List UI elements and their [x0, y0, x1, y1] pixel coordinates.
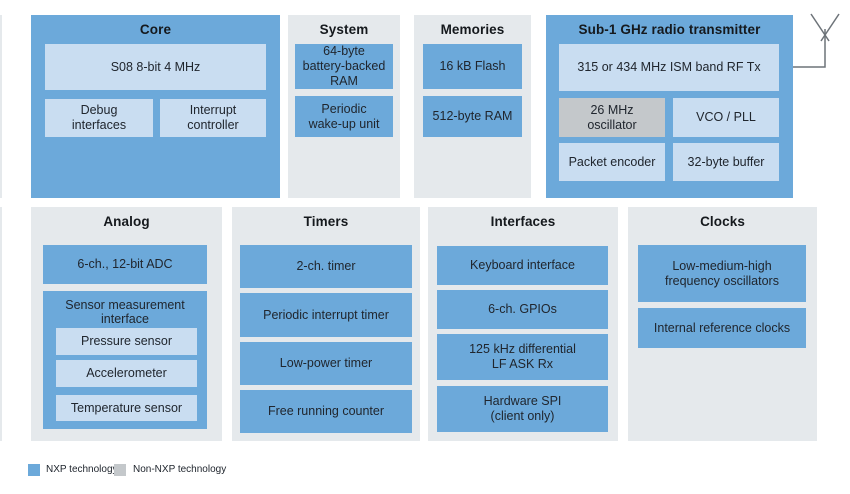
core-interrupt-controller-block: Interrupt controller	[160, 99, 266, 137]
clocks-internal-reference-block: Internal reference clocks	[638, 308, 806, 348]
clipped-block-edge-bottom	[0, 207, 2, 441]
radio-26mhz-oscillator-block: 26 MHz oscillator	[559, 98, 665, 137]
radio-transmitter-container: Sub-1 GHz radio transmitter 315 or 434 M…	[546, 15, 793, 198]
analog-container: Analog 6-ch., 12-bit ADC Sensor measurem…	[31, 207, 222, 441]
timers-2ch-timer-block: 2-ch. timer	[240, 245, 412, 288]
interfaces-gpio-block: 6-ch. GPIOs	[437, 290, 608, 329]
memories-flash-block: 16 kB Flash	[423, 44, 522, 89]
analog-accelerometer-block: Accelerometer	[56, 360, 197, 387]
memories-title: Memories	[440, 22, 505, 37]
system-wakeup-unit-block: Periodic wake-up unit	[295, 96, 393, 137]
clocks-frequency-oscillators-block: Low-medium-high frequency oscillators	[638, 245, 806, 302]
core-title: Core	[139, 22, 172, 37]
timers-low-power-block: Low-power timer	[240, 342, 412, 385]
analog-title: Analog	[103, 214, 150, 229]
radio-rf-tx-block: 315 or 434 MHz ISM band RF Tx	[559, 44, 779, 91]
clocks-title: Clocks	[700, 214, 745, 229]
timers-periodic-interrupt-block: Periodic interrupt timer	[240, 293, 412, 337]
core-debug-interfaces-block: Debug interfaces	[45, 99, 153, 137]
legend-non-nxp-swatch	[114, 464, 126, 476]
memories-ram-block: 512-byte RAM	[423, 96, 522, 137]
memories-container: Memories 16 kB Flash 512-byte RAM	[414, 15, 531, 198]
interfaces-keyboard-block: Keyboard interface	[437, 246, 608, 285]
interfaces-lf-ask-rx-block: 125 kHz differential LF ASK Rx	[437, 334, 608, 380]
system-battery-ram-block: 64-byte battery-backed RAM	[295, 44, 393, 89]
clocks-container: Clocks Low-medium-high frequency oscilla…	[628, 207, 817, 441]
radio-title: Sub-1 GHz radio transmitter	[578, 22, 761, 37]
core-container: Core S08 8-bit 4 MHz Debug interfaces In…	[31, 15, 280, 198]
analog-temperature-sensor-block: Temperature sensor	[56, 395, 197, 421]
analog-sensor-interface-block: Sensor measurement interface Pressure se…	[43, 291, 207, 429]
legend-non-nxp-label: Non-NXP technology	[133, 464, 227, 475]
legend-nxp-swatch	[28, 464, 40, 476]
timers-free-running-counter-block: Free running counter	[240, 390, 412, 433]
interfaces-title: Interfaces	[490, 214, 556, 229]
timers-title: Timers	[303, 214, 349, 229]
system-title: System	[319, 22, 369, 37]
timers-container: Timers 2-ch. timer Periodic interrupt ti…	[232, 207, 420, 441]
system-container: System 64-byte battery-backed RAM Period…	[288, 15, 400, 198]
analog-adc-block: 6-ch., 12-bit ADC	[43, 245, 207, 284]
interfaces-spi-block: Hardware SPI (client only)	[437, 386, 608, 432]
core-cpu-block: S08 8-bit 4 MHz	[45, 44, 266, 90]
radio-32byte-buffer-block: 32-byte buffer	[673, 143, 779, 181]
antenna-icon	[793, 13, 840, 68]
analog-sensor-interface-label: Sensor measurement interface	[65, 298, 185, 327]
radio-packet-encoder-block: Packet encoder	[559, 143, 665, 181]
interfaces-container: Interfaces Keyboard interface 6-ch. GPIO…	[428, 207, 618, 441]
analog-pressure-sensor-block: Pressure sensor	[56, 328, 197, 355]
legend-nxp-label: NXP technology	[46, 464, 118, 475]
clipped-block-edge-top	[0, 15, 2, 198]
radio-vco-pll-block: VCO / PLL	[673, 98, 779, 137]
